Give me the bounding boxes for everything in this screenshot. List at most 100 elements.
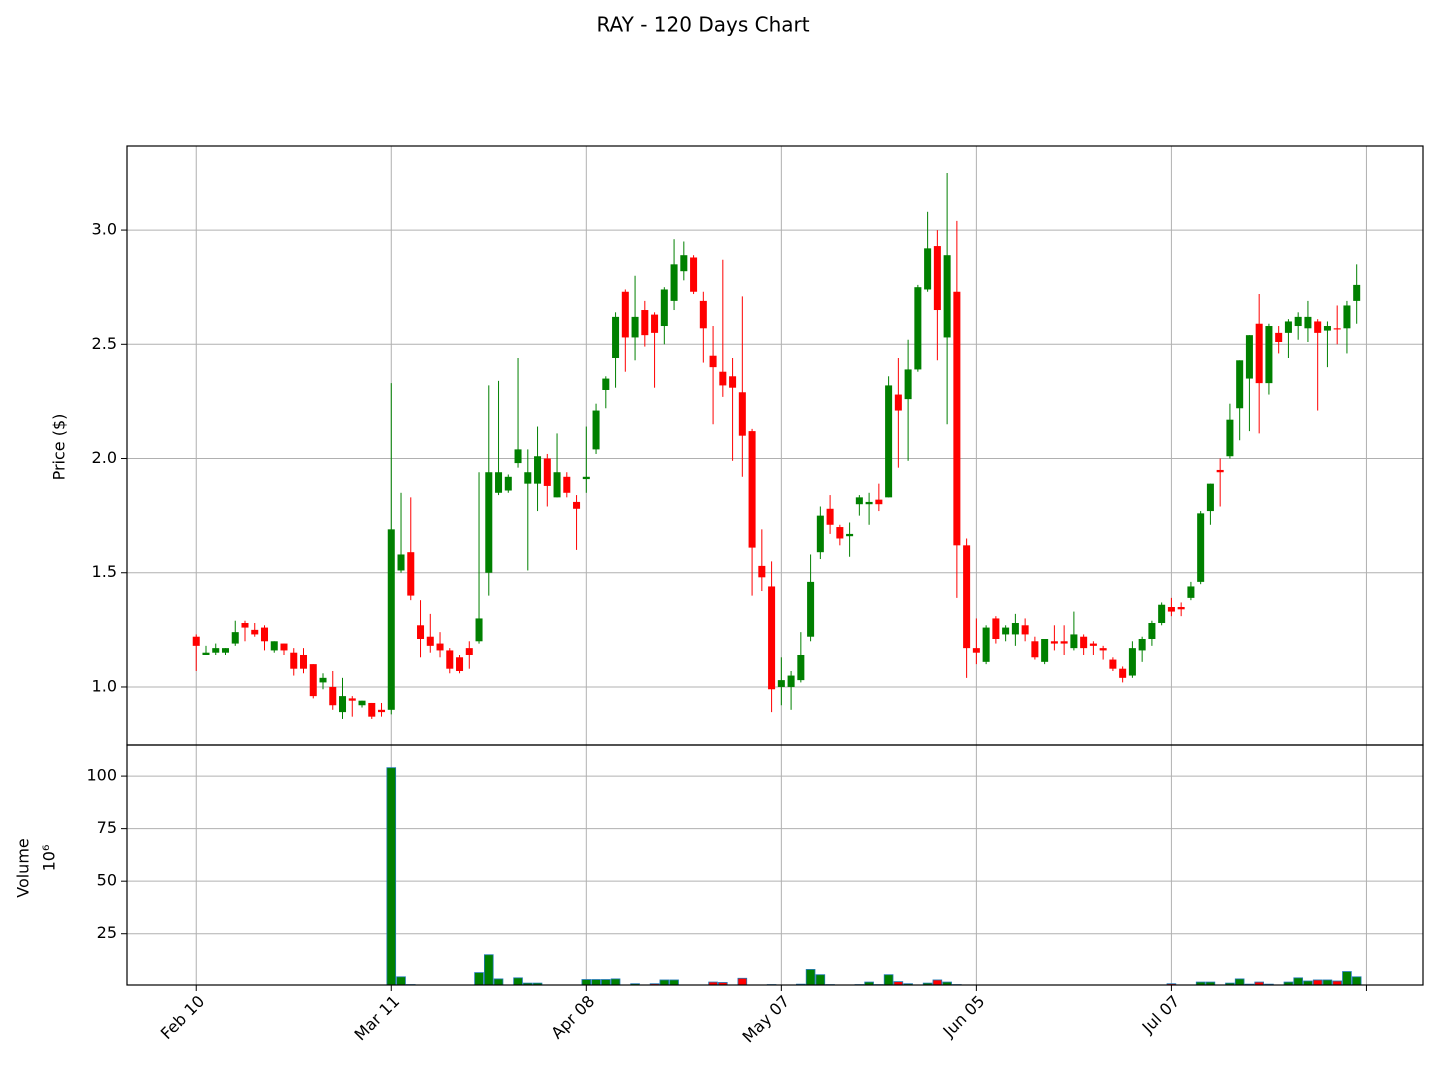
candle-body	[397, 554, 405, 571]
candle-body	[797, 654, 805, 681]
candle-body	[426, 636, 434, 646]
candle-body	[417, 625, 425, 639]
candle-body	[241, 623, 249, 628]
candle-body	[738, 392, 746, 436]
candle-body	[436, 643, 444, 651]
candle-body	[641, 310, 649, 336]
candle-body	[1343, 305, 1351, 329]
volume-bar	[669, 979, 679, 986]
candle-body	[485, 472, 493, 573]
x-tick-label: Apr 08	[547, 992, 598, 1043]
candle-body	[319, 677, 327, 683]
candle-body	[358, 700, 366, 706]
candle-body	[465, 648, 473, 655]
candle-body	[1060, 641, 1068, 644]
candle-body	[1002, 627, 1010, 635]
candle-body	[1011, 623, 1019, 635]
candle-body	[368, 702, 376, 717]
candle-body	[943, 255, 951, 338]
candle-body	[963, 545, 971, 649]
volume-bar	[1234, 978, 1245, 986]
candle-body	[709, 355, 717, 368]
candle-body	[865, 501, 873, 505]
candle-body	[192, 636, 200, 646]
candle-body	[729, 376, 737, 388]
candle-body	[1245, 335, 1253, 379]
candle-body	[680, 255, 688, 272]
volume-bar	[1312, 979, 1323, 986]
candle-body	[543, 458, 551, 486]
chart-title: RAY - 120 Days Chart	[596, 13, 809, 37]
volume-bar	[659, 979, 670, 986]
candle-body	[1304, 316, 1312, 329]
candle-body	[651, 314, 659, 333]
candle-body	[846, 533, 854, 537]
candle-body	[885, 385, 893, 498]
candle-body	[504, 476, 512, 491]
candle-body	[777, 680, 785, 687]
candle-body	[592, 410, 600, 450]
candle-body	[855, 497, 863, 505]
candle-body	[787, 675, 795, 687]
volume-bar	[513, 977, 523, 986]
candle-body	[299, 654, 308, 669]
candle-body	[933, 246, 941, 311]
candle-body	[280, 643, 288, 651]
volume-bar	[601, 979, 611, 986]
candle-body	[914, 287, 922, 370]
y-tick-label: 2.5	[92, 334, 117, 353]
y-axis-label: Price ($)	[50, 414, 69, 481]
volume-bar	[493, 978, 504, 986]
candle-body	[1148, 623, 1156, 639]
candle-body	[270, 641, 278, 651]
candle-body	[1275, 332, 1283, 343]
candle-body	[1323, 326, 1331, 331]
candle-body	[1021, 625, 1029, 635]
volume-bar	[610, 978, 621, 986]
candle-body	[690, 257, 698, 292]
candle-body	[660, 289, 668, 327]
candle-body	[836, 527, 844, 539]
candle-body	[1177, 607, 1185, 610]
volume-unit: 10⁶	[40, 845, 59, 872]
candle-body	[407, 552, 415, 596]
volume-bar	[1322, 979, 1333, 986]
candle-body	[348, 698, 356, 701]
volume-panel-frame	[126, 744, 1424, 986]
candle-body	[807, 581, 815, 637]
candle-body	[1206, 483, 1214, 512]
candle-body	[670, 264, 678, 301]
candle-body	[1284, 321, 1292, 333]
candle-body	[1138, 638, 1146, 651]
candle-body	[1167, 607, 1175, 612]
candle-body	[573, 501, 581, 509]
volume-bar	[805, 969, 816, 986]
candle-body	[524, 472, 532, 484]
candle-body	[1109, 659, 1117, 669]
volume-bar	[474, 972, 484, 986]
candle-body	[1031, 641, 1039, 658]
candle-body	[1333, 328, 1341, 330]
candle-body	[1080, 636, 1088, 649]
candle-body	[231, 632, 239, 644]
candle-body	[260, 627, 269, 642]
candle-body	[826, 508, 834, 525]
candle-body	[446, 650, 454, 669]
volume-bar	[883, 974, 894, 986]
volume-bar	[932, 979, 943, 986]
candle-body	[1216, 469, 1224, 473]
volume-axis-label: Volume	[14, 838, 33, 898]
x-tick-label: Mar 11	[351, 992, 404, 1045]
volume-tick-label: 100	[86, 766, 117, 785]
volume-tick-label: 75	[97, 818, 117, 837]
candle-body	[1236, 360, 1244, 409]
volume-bar	[386, 767, 397, 986]
candle-body	[1314, 321, 1322, 333]
x-tick-label: Jun 05	[939, 992, 989, 1042]
candle-body	[816, 515, 824, 553]
candle-body	[875, 499, 883, 505]
candle-body	[582, 476, 590, 480]
volume-tick-label: 25	[97, 923, 117, 942]
candle-body	[1070, 634, 1078, 649]
candle-body	[1050, 641, 1058, 644]
